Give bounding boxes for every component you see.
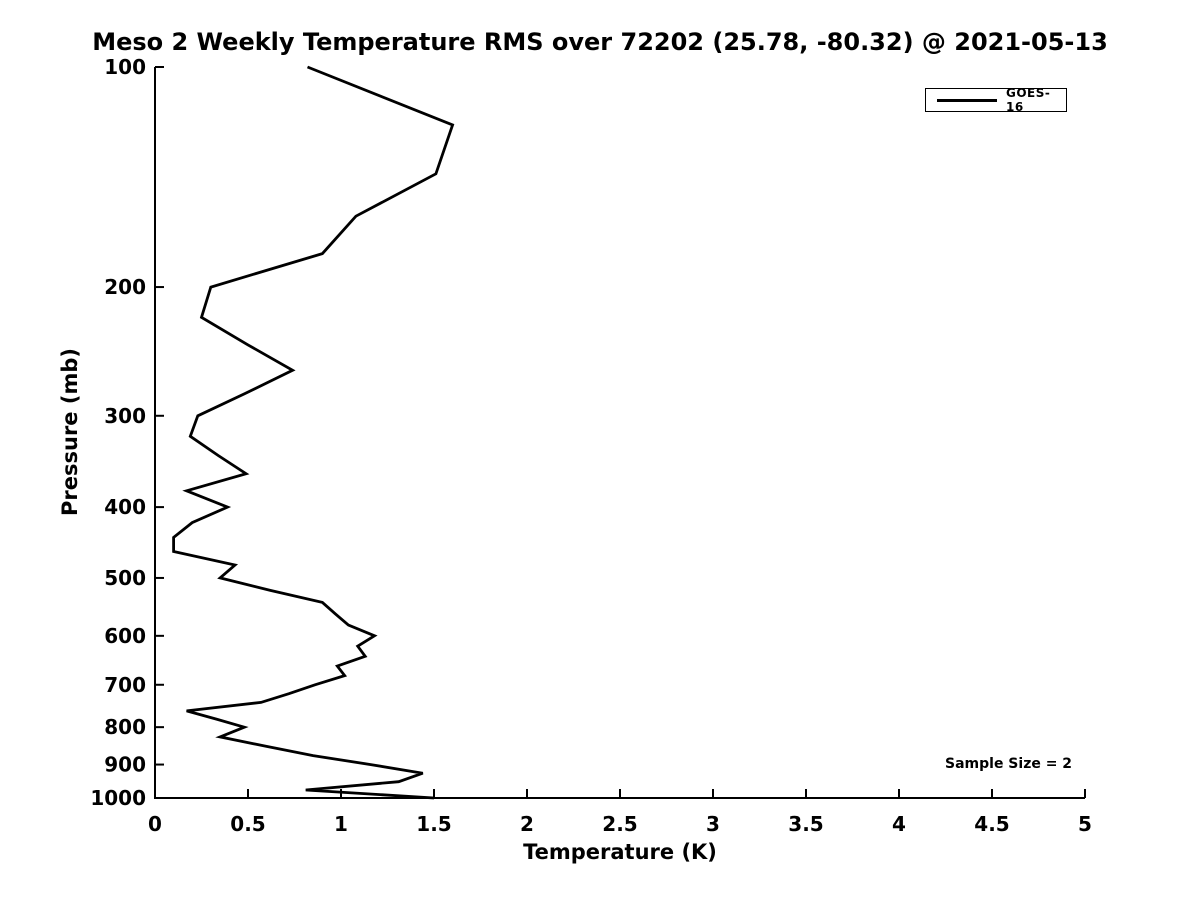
x-axis-label: Temperature (K) [523,840,717,864]
y-tick-label: 900 [104,753,146,777]
legend-line-sample [937,98,997,102]
y-tick-label: 100 [104,55,146,79]
y-tick-label: 700 [104,673,146,697]
y-tick-label: 500 [104,566,146,590]
x-tick-label: 3.5 [788,812,823,836]
y-tick-label: 800 [104,715,146,739]
legend: GOES-16 [925,86,1067,114]
chart-title: Meso 2 Weekly Temperature RMS over 72202… [92,28,1108,56]
x-tick-label: 2 [520,812,534,836]
x-tick-label: 1.5 [416,812,451,836]
y-tick-label: 400 [104,495,146,519]
legend-entry-label: GOES-16 [1005,86,1051,114]
x-tick-label: 1 [334,812,348,836]
x-tick-label: 0 [148,812,162,836]
y-tick-label: 600 [104,624,146,648]
x-tick-label: 0.5 [230,812,265,836]
x-tick-label: 3 [706,812,720,836]
y-tick-label: 200 [104,275,146,299]
y-axis-label: Pressure (mb) [58,348,82,516]
x-tick-label: 4 [892,812,906,836]
x-tick-label: 4.5 [974,812,1009,836]
data-line-goes-16 [172,65,455,800]
x-tick-label: 2.5 [602,812,637,836]
y-tick-label: 300 [104,404,146,428]
y-tick-label: 1000 [90,786,146,810]
x-tick-label: 5 [1078,812,1092,836]
sample-size-annotation: Sample Size = 2 [945,756,1073,772]
